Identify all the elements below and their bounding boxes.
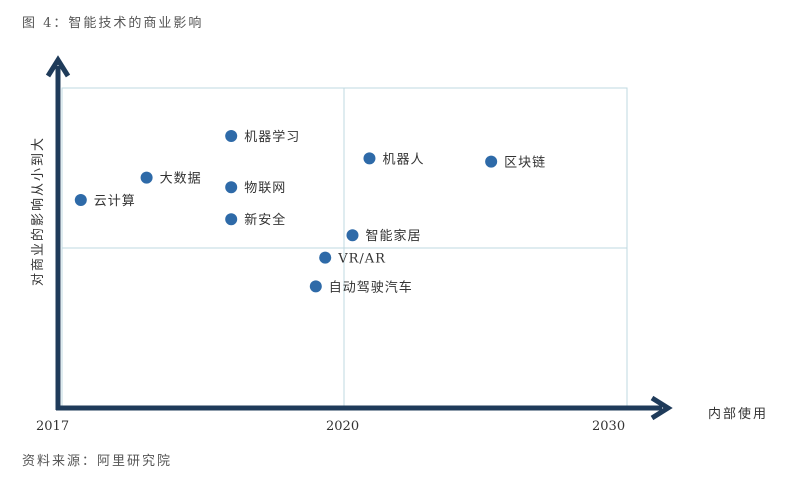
data-point xyxy=(485,155,498,168)
x-tick-label-2030: 2030 xyxy=(592,419,625,434)
data-point xyxy=(309,280,322,293)
data-point xyxy=(225,213,238,226)
data-point-label: 智能家居 xyxy=(365,228,421,244)
data-point xyxy=(319,251,332,264)
data-point xyxy=(140,171,153,184)
data-point-label: 物联网 xyxy=(244,181,286,196)
data-point-label: 新安全 xyxy=(244,212,286,228)
data-point xyxy=(225,181,238,194)
data-point xyxy=(74,194,87,206)
data-point-label: 云计算 xyxy=(94,194,136,209)
data-point-label: 机器人 xyxy=(382,152,424,167)
data-point xyxy=(346,229,359,242)
x-tick-label-2020: 2020 xyxy=(326,419,359,434)
data-point xyxy=(225,130,238,142)
figure-title: 图 4：智能技术的商业影响 xyxy=(22,16,204,31)
data-point-label: 区块链 xyxy=(504,156,546,171)
y-axis-arrow xyxy=(45,55,71,78)
data-point-label: 大数据 xyxy=(160,172,202,187)
data-point-label: 机器学习 xyxy=(244,129,300,145)
source-note: 资料来源：阿里研究院 xyxy=(22,454,173,469)
y-axis-title: 对商业的影响从小到大 xyxy=(30,136,46,286)
x-axis-arrow xyxy=(650,395,673,421)
data-point-label: 自动驾驶汽车 xyxy=(329,279,413,295)
x-axis-title: 内部使用 xyxy=(708,406,768,422)
data-point-label: VR/AR xyxy=(337,252,386,267)
data-point xyxy=(363,152,376,165)
x-tick-label-2017: 2017 xyxy=(36,419,69,434)
